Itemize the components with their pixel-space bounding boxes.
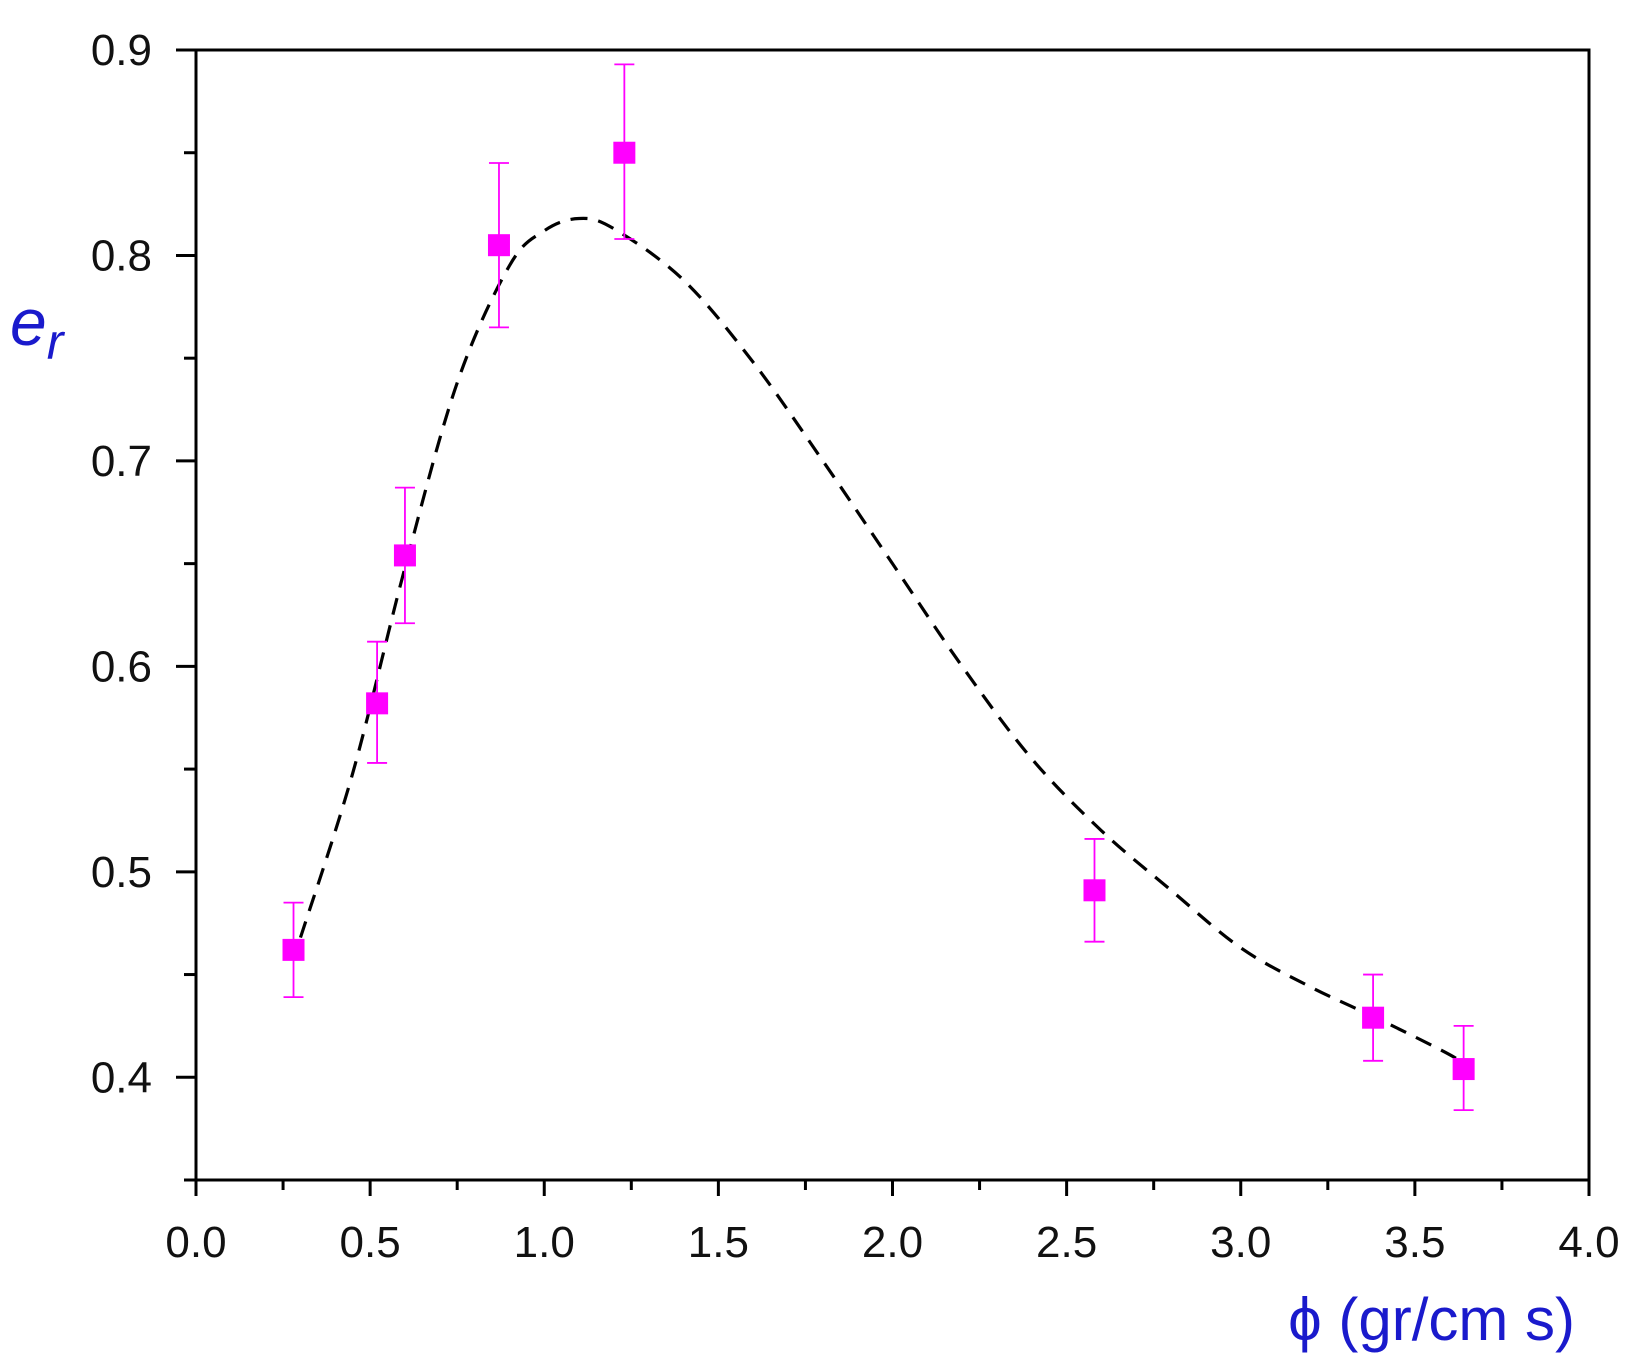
y-axis-title-subscript: r [47,314,66,370]
square-marker [366,692,389,715]
y-axis-title: er [10,285,66,370]
x-tick-label: 0.5 [340,1218,401,1267]
y-tick-label: 0.8 [91,231,152,280]
square-marker [1362,1006,1385,1029]
y-axis-title-main: e [10,285,47,359]
x-tick-label: 1.5 [688,1218,749,1267]
data-point [393,486,416,625]
data-point [282,901,305,999]
x-tick-label: 2.5 [1036,1218,1097,1267]
svg-text:er: er [10,285,66,370]
data-point [1362,973,1385,1062]
x-tick-label: 0.0 [165,1218,226,1267]
x-tick-label: 3.0 [1210,1218,1271,1267]
y-tick-label: 0.9 [91,26,152,75]
x-tick-label: 1.0 [514,1218,575,1267]
x-tick-label: 3.5 [1384,1218,1445,1267]
axis-tick-labels: 0.0 0.5 1.0 1.5 2.0 2.5 3.0 3.5 4.0 0.4 0.5 0.6 0.7 0… [91,26,1620,1267]
data-point [613,63,636,240]
data-points-layer [282,63,1475,1112]
data-point [487,162,510,329]
x-tick-label: 2.0 [862,1218,923,1267]
fit-curve [298,216,1472,1071]
square-marker [1452,1058,1475,1081]
fit-curve-layer [298,216,1472,1071]
square-marker [487,234,510,257]
axis-ticks [176,48,1591,1196]
square-marker [613,141,636,164]
x-axis-title: ϕ (gr/cm s) [1288,1286,1575,1353]
square-marker [393,544,416,567]
x-tick-label: 4.0 [1558,1218,1619,1267]
data-point [1452,1025,1475,1112]
data-point [1083,838,1106,943]
y-tick-label: 0.7 [91,437,152,486]
y-tick-label: 0.5 [91,848,152,897]
square-marker [282,938,305,961]
y-tick-label: 0.4 [91,1053,152,1102]
data-point [366,640,389,764]
y-tick-label: 0.6 [91,642,152,691]
square-marker [1083,879,1106,902]
